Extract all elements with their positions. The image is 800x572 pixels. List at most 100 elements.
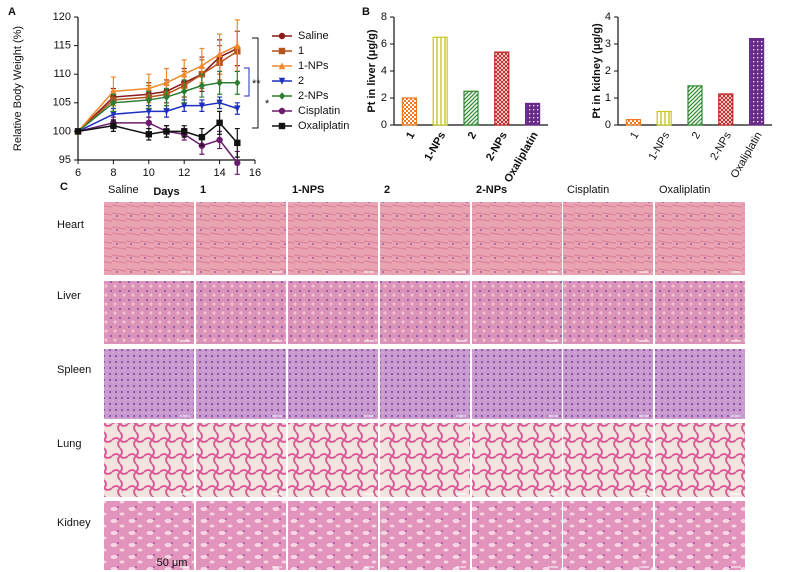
bar: [524, 102, 541, 126]
legend-label: Cisplatin: [298, 105, 340, 117]
y-tick-label: 2: [381, 92, 387, 104]
marker: [110, 111, 117, 119]
marker: [74, 128, 82, 135]
tissue-image: [472, 501, 562, 570]
tissue-image: [655, 501, 745, 570]
marker: [278, 62, 286, 70]
y-tick-label: 3: [605, 38, 611, 50]
tissue-image: [380, 423, 470, 497]
column-header: Oxaliplatin: [659, 184, 710, 196]
marker: [278, 77, 286, 85]
bar: [687, 85, 703, 126]
tissue-image: [196, 202, 286, 275]
marker: [163, 128, 170, 135]
marker: [198, 81, 206, 90]
marker: [198, 133, 206, 141]
marker: [278, 92, 286, 100]
marker: [234, 78, 241, 87]
legend-label: Saline: [298, 30, 329, 42]
tissue-image: [288, 202, 378, 275]
marker: [181, 70, 188, 78]
series-line: [77, 44, 238, 132]
scale-bar-label: 50 μm: [157, 557, 188, 569]
marker: [110, 99, 117, 107]
marker: [216, 136, 223, 144]
x-tick-label: 10: [143, 167, 155, 179]
column-header: 1: [200, 184, 206, 196]
x-tick-label: 2-NPs: [708, 130, 734, 163]
marker: [234, 159, 241, 167]
y-tick-label: 0: [605, 119, 611, 131]
marker: [163, 93, 170, 101]
column-header: Cisplatin: [567, 184, 609, 196]
x-tick-label: 6: [75, 167, 81, 179]
tissue-image: [563, 349, 653, 419]
tissue-image: [196, 349, 286, 419]
marker: [163, 108, 170, 116]
y-tick-label: 4: [381, 65, 387, 77]
marker: [216, 99, 223, 107]
y-tick-label: 2: [605, 65, 611, 77]
x-tick-label: 1-NPs: [647, 130, 673, 163]
y-axis-label: Pt in liver (μg/g): [366, 29, 378, 112]
series-line: [77, 102, 238, 133]
y-axis-label: Pt in kidney (μg/g): [591, 23, 603, 119]
legend-label: 2: [298, 75, 304, 87]
tissue-image: [288, 501, 378, 570]
tissue-image: [472, 202, 562, 275]
y-tick-label: 105: [53, 97, 71, 109]
marker: [278, 122, 286, 130]
tissue-image: [472, 281, 562, 344]
bar: [656, 110, 672, 126]
tissue-image: [196, 423, 286, 497]
tissue-image: [380, 202, 470, 275]
marker: [145, 119, 152, 127]
y-tick-label: 0: [381, 119, 387, 131]
y-tick-label: 110: [53, 68, 71, 80]
tissue-image: [104, 349, 194, 419]
marker: [216, 78, 223, 87]
marker: [198, 61, 206, 69]
row-label: Lung: [57, 438, 81, 450]
marker: [216, 50, 223, 58]
y-tick-label: 1: [605, 92, 611, 104]
bar: [625, 118, 642, 126]
marker: [198, 102, 206, 110]
bar: [432, 36, 448, 126]
marker: [110, 122, 117, 129]
y-axis-label: Relative Body Weight (%): [12, 26, 24, 151]
marker: [278, 107, 286, 115]
x-tick-label: 1: [628, 130, 641, 141]
series-line: [77, 82, 238, 132]
legend-label: 1: [298, 45, 304, 57]
bar: [718, 93, 734, 126]
y-tick-label: 120: [53, 11, 71, 23]
tissue-image: [104, 423, 194, 497]
tissue-image: [380, 281, 470, 344]
annotation: *: [265, 98, 270, 110]
tissue-image: [104, 281, 194, 344]
row-label: Heart: [57, 219, 84, 231]
tissue-image: [563, 202, 653, 275]
bar: [401, 97, 417, 126]
tissue-image: [563, 501, 653, 570]
column-header: 2: [384, 184, 390, 196]
x-tick-label: 16: [249, 167, 261, 179]
tissue-image: [472, 423, 562, 497]
tissue-image: [288, 349, 378, 419]
tissue-image: [655, 202, 745, 275]
y-tick-label: 8: [381, 11, 387, 23]
marker: [216, 119, 223, 127]
x-tick-label: 1: [404, 130, 417, 141]
x-tick-label: Oxaliplatin: [729, 130, 765, 180]
marker: [181, 128, 188, 135]
y-tick-label: 4: [605, 11, 611, 23]
tissue-image: [288, 281, 378, 344]
tissue-image: [380, 501, 470, 570]
y-tick-label: 100: [53, 125, 71, 137]
bar: [494, 51, 510, 126]
row-label: Liver: [57, 290, 81, 302]
marker: [145, 84, 152, 92]
marker: [145, 96, 152, 104]
